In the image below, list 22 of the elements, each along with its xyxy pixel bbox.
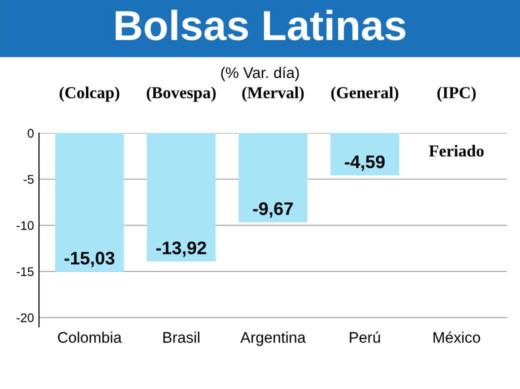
data-label: -13,92 — [156, 242, 206, 257]
text: (General) — [331, 86, 398, 102]
chart-subtitle: (% Var. día) — [221, 66, 299, 82]
annotation: Feriado — [429, 144, 484, 157]
text: (Colcap) — [60, 86, 120, 102]
y-tick-label: -15 — [16, 267, 34, 276]
y-tick-label: -5 — [24, 175, 34, 184]
text: (IPC) — [437, 86, 476, 102]
y-tick-label: -20 — [16, 313, 34, 322]
chart-title: Bolsas Latinas — [116, 10, 406, 40]
x-tick-label: Perú — [350, 331, 380, 343]
x-tick-label: Brasil — [163, 332, 200, 343]
x-tick-label: Argentina — [240, 332, 306, 346]
y-tick-label: -10 — [16, 221, 34, 230]
text: (Merval) — [242, 86, 304, 102]
data-label: -15,03 — [64, 252, 114, 268]
y-tick-label: 0 — [28, 128, 34, 138]
text: (Bovespa) — [146, 86, 216, 102]
x-tick-label: Colombia — [58, 332, 122, 343]
data-label: -4,59 — [344, 155, 385, 171]
data-label: -9,67 — [253, 202, 293, 218]
x-tick-label: México — [434, 331, 480, 343]
